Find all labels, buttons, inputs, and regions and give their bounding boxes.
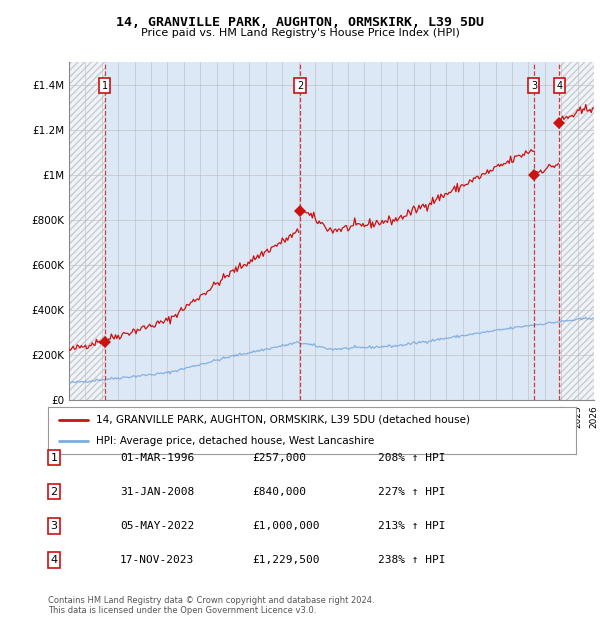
Text: 1: 1 (101, 81, 107, 91)
Text: 227% ↑ HPI: 227% ↑ HPI (378, 487, 445, 497)
Text: 3: 3 (531, 81, 537, 91)
Text: 208% ↑ HPI: 208% ↑ HPI (378, 453, 445, 463)
Bar (69, 62, 104, 400)
Text: 01-MAR-1996: 01-MAR-1996 (120, 453, 194, 463)
Text: 213% ↑ HPI: 213% ↑ HPI (378, 521, 445, 531)
Text: 4: 4 (556, 81, 562, 91)
Text: £1,229,500: £1,229,500 (252, 555, 320, 565)
Text: 05-MAY-2022: 05-MAY-2022 (120, 521, 194, 531)
Text: Price paid vs. HM Land Registry's House Price Index (HPI): Price paid vs. HM Land Registry's House … (140, 28, 460, 38)
Text: 2: 2 (50, 487, 58, 497)
Bar (559, 62, 594, 400)
Text: 4: 4 (50, 555, 58, 565)
Text: £257,000: £257,000 (252, 453, 306, 463)
Text: Contains HM Land Registry data © Crown copyright and database right 2024.
This d: Contains HM Land Registry data © Crown c… (48, 596, 374, 615)
Text: 3: 3 (50, 521, 58, 531)
Text: 2: 2 (297, 81, 303, 91)
Text: HPI: Average price, detached house, West Lancashire: HPI: Average price, detached house, West… (95, 436, 374, 446)
Text: 14, GRANVILLE PARK, AUGHTON, ORMSKIRK, L39 5DU (detached house): 14, GRANVILLE PARK, AUGHTON, ORMSKIRK, L… (95, 415, 470, 425)
Text: £840,000: £840,000 (252, 487, 306, 497)
Text: 14, GRANVILLE PARK, AUGHTON, ORMSKIRK, L39 5DU: 14, GRANVILLE PARK, AUGHTON, ORMSKIRK, L… (116, 16, 484, 29)
Text: 238% ↑ HPI: 238% ↑ HPI (378, 555, 445, 565)
Text: £1,000,000: £1,000,000 (252, 521, 320, 531)
Text: 17-NOV-2023: 17-NOV-2023 (120, 555, 194, 565)
Text: 1: 1 (50, 453, 58, 463)
Text: 31-JAN-2008: 31-JAN-2008 (120, 487, 194, 497)
